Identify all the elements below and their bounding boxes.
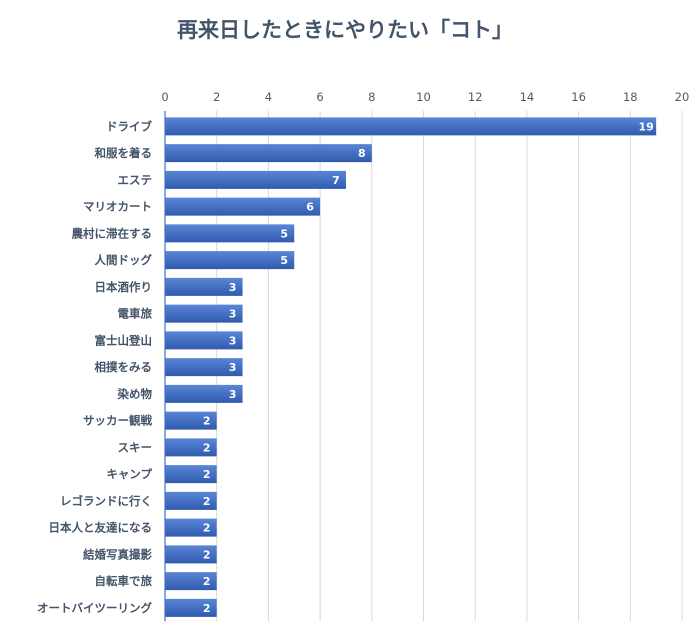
bar [165, 518, 217, 537]
data-label: 3 [229, 361, 237, 374]
data-label: 3 [229, 388, 237, 401]
data-label: 2 [203, 468, 211, 481]
bar [165, 465, 217, 484]
x-tick-label: 12 [468, 90, 483, 104]
data-label: 19 [638, 120, 653, 133]
x-tick-labels: 0 2 4 6 8 10 12 14 16 18 20 [161, 90, 689, 104]
category-label: 日本人と友達になる [49, 521, 153, 535]
bar [165, 411, 217, 430]
data-label: 3 [229, 281, 237, 294]
data-label: 2 [203, 441, 211, 454]
category-label: 和服を着る [95, 146, 153, 160]
bar [165, 197, 321, 216]
category-label: 結婚写真撮影 [83, 547, 152, 561]
category-label: 富士山登山 [95, 333, 153, 347]
data-label: 2 [203, 522, 211, 535]
x-tick-label: 0 [161, 90, 168, 104]
data-label: 2 [203, 415, 211, 428]
data-label: 6 [306, 201, 314, 214]
data-label: 2 [203, 495, 211, 508]
category-label: 染め物 [117, 387, 153, 401]
category-label: オートバイツーリング [37, 601, 152, 615]
bar [165, 224, 295, 243]
category-label: スキー [118, 440, 153, 454]
bar [165, 384, 243, 403]
bars [165, 117, 657, 617]
bar [165, 170, 346, 189]
x-tick-label: 20 [675, 90, 690, 104]
category-label: ドライブ [106, 119, 152, 133]
data-label: 3 [229, 334, 237, 347]
data-label: 5 [280, 227, 288, 240]
bar [165, 331, 243, 350]
bar [165, 277, 243, 296]
x-tick-label: 8 [368, 90, 375, 104]
chart-title: 再来日したときにやりたい「コト」 [177, 18, 513, 42]
x-tick-label: 10 [416, 90, 431, 104]
data-label: 2 [203, 602, 211, 615]
x-tick-label: 14 [520, 90, 535, 104]
category-labels: ドライブ和服を着るエステマリオカート農村に滞在する人間ドッグ日本酒作り電車旅富士… [37, 119, 152, 615]
bar [165, 144, 372, 163]
bar [165, 358, 243, 377]
bar [165, 251, 295, 270]
bar [165, 117, 657, 136]
bar [165, 598, 217, 617]
gridlines [164, 111, 683, 622]
category-label: レゴランドに行く [60, 494, 152, 508]
x-tick-label: 2 [213, 90, 220, 104]
bar [165, 491, 217, 510]
category-label: キャンプ [106, 467, 152, 481]
data-label: 8 [358, 147, 366, 160]
x-tick-label: 4 [265, 90, 272, 104]
x-tick-label: 6 [316, 90, 323, 104]
category-label: 相撲をみる [95, 360, 153, 374]
data-label: 5 [280, 254, 288, 267]
data-label: 2 [203, 548, 211, 561]
data-label: 3 [229, 308, 237, 321]
category-label: 電車旅 [118, 307, 153, 321]
category-label: マリオカート [83, 200, 152, 214]
data-labels: 19 8 7 6 5 5 3 3 3 3 3 2 2 2 2 2 2 2 2 [203, 120, 654, 615]
category-label: サッカー観戦 [83, 414, 152, 428]
bar [165, 438, 217, 457]
bar [165, 545, 217, 564]
data-label: 2 [203, 575, 211, 588]
category-label: エステ [118, 173, 153, 187]
x-tick-label: 16 [571, 90, 586, 104]
bar [165, 572, 217, 591]
category-label: 日本酒作り [95, 280, 153, 294]
data-label: 7 [332, 174, 340, 187]
category-label: 自転車で旅 [95, 574, 153, 588]
category-label: 農村に滞在する [72, 226, 153, 240]
category-label: 人間ドッグ [95, 253, 153, 267]
x-tick-label: 18 [623, 90, 638, 104]
bar [165, 304, 243, 323]
